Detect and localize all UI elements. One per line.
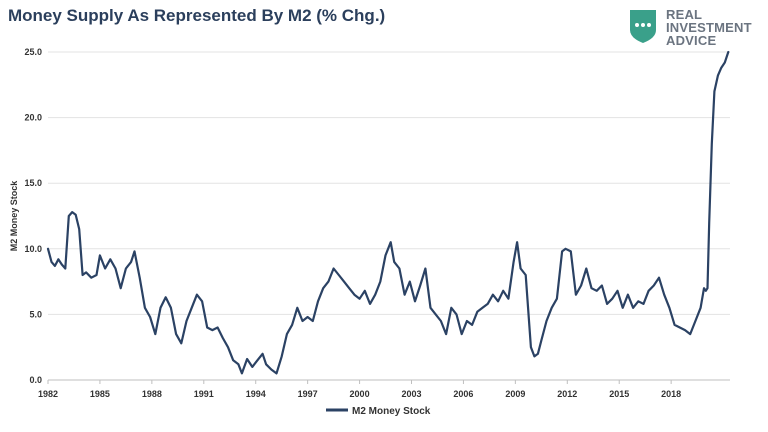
chart-title: Money Supply As Represented By M2 (% Chg… xyxy=(8,6,386,25)
y-tick-label: 15.0 xyxy=(24,178,42,188)
real-investment-advice-logo: REAL INVESTMENT ADVICE xyxy=(628,7,752,48)
x-tick-label: 2015 xyxy=(609,389,629,399)
y-tick-label: 0.0 xyxy=(29,375,42,385)
x-tick-label: 1994 xyxy=(246,389,266,399)
y-axis-title: M2 Money Stock xyxy=(9,180,19,252)
logo-text-line-1: REAL xyxy=(666,7,703,22)
x-axis-ticks: 1982 1985 1988 1991 1994 1997 2000 2003 2006 2009… xyxy=(38,380,681,399)
x-tick-label: 1997 xyxy=(298,389,318,399)
x-tick-label: 2000 xyxy=(350,389,370,399)
x-tick-label: 2003 xyxy=(401,389,421,399)
legend-label: M2 Money Stock xyxy=(352,406,431,417)
y-tick-label: 20.0 xyxy=(24,113,42,123)
x-tick-label: 2006 xyxy=(453,389,473,399)
series-line-m2-money-stock xyxy=(46,50,730,375)
x-tick-label: 1991 xyxy=(194,389,214,399)
logo-text-line-2: INVESTMENT xyxy=(666,20,752,35)
x-tick-label: 2018 xyxy=(661,389,681,399)
x-tick-label: 2012 xyxy=(557,389,577,399)
y-tick-label: 5.0 xyxy=(29,309,42,319)
grid-lines xyxy=(48,51,730,315)
x-tick-label: 2009 xyxy=(505,389,525,399)
chat-shield-icon xyxy=(630,10,656,43)
x-tick-label: 1982 xyxy=(38,389,58,399)
y-axis-ticks: 0.0 5.0 10.0 15.0 20.0 25.0 xyxy=(24,47,42,385)
y-tick-label: 25.0 xyxy=(24,47,42,57)
x-tick-label: 1988 xyxy=(142,389,162,399)
y-tick-label: 10.0 xyxy=(24,244,42,254)
logo-text-line-3: ADVICE xyxy=(666,33,717,48)
legend: M2 Money Stock xyxy=(326,406,431,417)
x-tick-label: 1985 xyxy=(90,389,110,399)
